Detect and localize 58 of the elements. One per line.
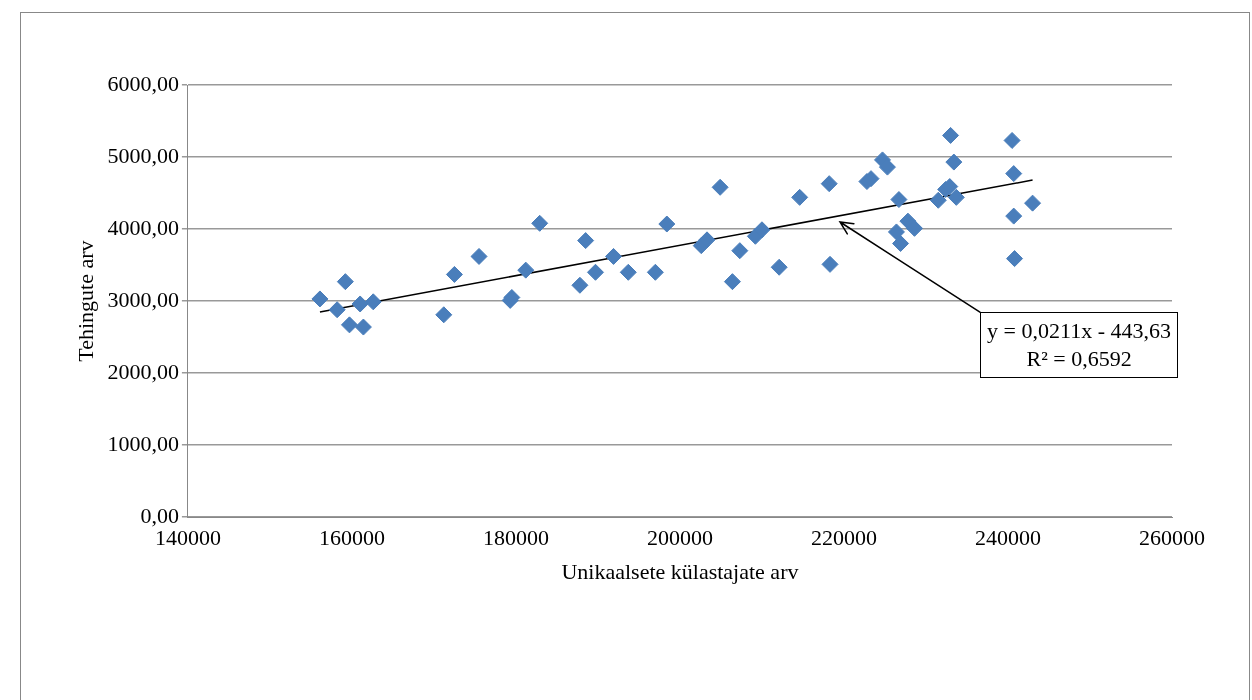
point [1005, 165, 1023, 183]
point [945, 153, 963, 171]
point [311, 290, 329, 308]
point [605, 247, 623, 265]
point [947, 188, 965, 206]
point [723, 273, 741, 291]
point [791, 188, 809, 206]
y-tick-label: 3000,00 [107, 286, 179, 312]
x-tick-label: 160000 [318, 525, 385, 551]
point [820, 175, 838, 193]
point [577, 232, 595, 250]
point [887, 223, 905, 241]
y-tick-label: 6000,00 [107, 70, 179, 96]
point [821, 255, 839, 273]
annotation: y = 0,0211x - 443,63 R² = 0,6592 [980, 311, 1179, 378]
point [646, 263, 664, 281]
point [364, 293, 382, 311]
point [517, 261, 535, 279]
point [1003, 131, 1021, 149]
point [658, 215, 676, 233]
point [1024, 194, 1042, 212]
point [753, 221, 771, 239]
point [1005, 207, 1023, 225]
y-tick-label: 5000,00 [107, 142, 179, 168]
point [351, 295, 369, 313]
y-tick-label: 2000,00 [107, 358, 179, 384]
y-tick-label: 1000,00 [107, 430, 179, 456]
point [698, 231, 716, 249]
point [619, 263, 637, 281]
point [905, 219, 923, 237]
point [711, 178, 729, 196]
x-tick-label: 220000 [810, 525, 877, 551]
point [770, 258, 788, 276]
point [336, 273, 354, 291]
point [435, 306, 453, 324]
x-tick-label: 180000 [482, 525, 549, 551]
point [890, 191, 908, 209]
point [1006, 250, 1024, 268]
x-tick-label: 240000 [974, 525, 1041, 551]
x-axis-title: Unikaalsete külastajate arv [561, 558, 799, 584]
point [731, 242, 749, 260]
point [929, 191, 947, 209]
point [354, 318, 372, 336]
x-tick-label: 260000 [1139, 525, 1205, 551]
point [892, 234, 910, 252]
point [470, 247, 488, 265]
point [586, 263, 604, 281]
x-tick-label: 200000 [646, 525, 713, 551]
point [942, 126, 960, 144]
y-tick-label: 4000,00 [107, 214, 179, 240]
point [531, 214, 549, 232]
x-tick-label: 140000 [154, 525, 221, 551]
point [340, 316, 358, 334]
y-tick-label: 0,00 [140, 502, 179, 528]
point [328, 301, 346, 319]
y-axis-title: Tehingute arv [72, 240, 98, 362]
point [571, 276, 589, 294]
point [445, 265, 463, 283]
